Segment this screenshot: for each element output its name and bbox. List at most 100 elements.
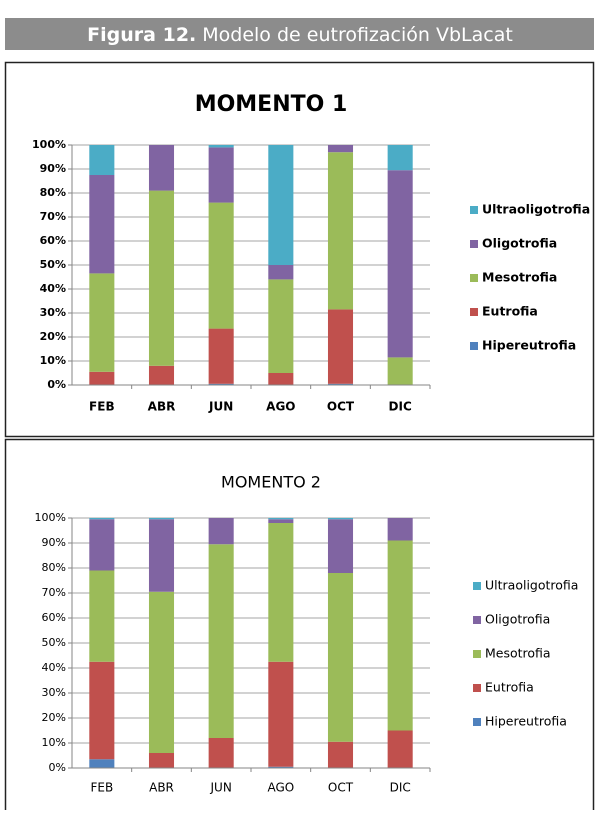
y-tick-label: 50% [42, 636, 66, 649]
bar-segment [268, 279, 294, 373]
bar-segment [268, 373, 294, 385]
bar-segment [268, 145, 294, 265]
bar-segment [327, 741, 354, 768]
x-tick-label: OCT [327, 400, 355, 414]
chart-title: MOMENTO 1 [195, 92, 348, 117]
y-tick-label: 60% [42, 611, 66, 624]
bar-segment [387, 540, 413, 731]
bar-segment [89, 371, 115, 385]
legend-label: Ultraoligotrofia [482, 202, 590, 217]
y-tick-label: 80% [42, 561, 66, 574]
legend-swatch [473, 616, 481, 624]
figure-label: Figura 12. [87, 24, 196, 46]
bar-segment [208, 383, 234, 385]
y-tick-label: 0% [47, 378, 66, 391]
header-bar [5, 18, 594, 50]
y-tick-label: 10% [42, 736, 66, 749]
x-tick-label: FEB [89, 400, 115, 414]
bar-segment [89, 518, 115, 520]
bar-segment [268, 661, 294, 767]
bar-segment [268, 523, 294, 662]
legend-swatch [470, 240, 478, 248]
x-tick-label: JUN [208, 400, 233, 414]
bar-segment [148, 519, 175, 592]
legend-label: Mesotrofia [485, 646, 551, 661]
y-tick-label: 10% [40, 354, 66, 367]
bar-segment [327, 573, 354, 742]
y-tick-label: 90% [40, 162, 66, 175]
bar-segment [148, 518, 175, 520]
bar-segment [387, 170, 413, 358]
x-tick-label: DIC [389, 400, 412, 414]
y-tick-label: 60% [40, 234, 66, 247]
bar-segment [387, 518, 413, 541]
bar-segment [148, 190, 175, 366]
legend-swatch [473, 582, 481, 590]
bar-segment [387, 357, 413, 385]
bar-segment [89, 661, 115, 760]
legend-label: Eutrofia [485, 680, 534, 695]
x-tick-label: DIC [390, 781, 411, 795]
legend-swatch [473, 650, 481, 658]
x-tick-label: AGO [266, 400, 295, 414]
y-tick-label: 80% [40, 186, 66, 199]
header: Figura 12. Modelo de eutrofización VbLaca… [87, 24, 513, 46]
bar-segment [208, 328, 234, 384]
legend-swatch [470, 308, 478, 316]
y-tick-label: 70% [42, 586, 66, 599]
bar-segment [268, 518, 294, 520]
bar-segment [387, 145, 413, 171]
y-tick-label: 30% [42, 686, 66, 699]
bar-segment [89, 145, 115, 175]
x-tick-label: FEB [90, 781, 113, 795]
legend-swatch [473, 718, 481, 726]
bar-segment [148, 145, 175, 191]
y-tick-label: 90% [42, 536, 66, 549]
figure-title: Modelo de eutrofización VbLacat [202, 24, 513, 46]
bar-segment [327, 519, 354, 573]
bar-segment [387, 730, 413, 768]
bar-segment [208, 145, 234, 148]
y-tick-label: 30% [40, 306, 66, 319]
bar-segment [148, 365, 175, 385]
legend-label: Oligotrofia [482, 236, 557, 251]
bar-segment [208, 738, 234, 768]
bar-segment [327, 383, 354, 385]
y-tick-label: 20% [42, 711, 66, 724]
y-tick-label: 0% [49, 761, 66, 774]
legend-label: Eutrofia [482, 304, 538, 319]
bar-segment [89, 273, 115, 372]
y-tick-label: 100% [32, 138, 66, 151]
legend-label: Oligotrofia [485, 612, 550, 627]
bar-segment [89, 175, 115, 274]
x-tick-label: JUN [210, 781, 232, 795]
panel [4, 61, 595, 438]
legend-swatch [470, 274, 478, 282]
bar-segment [327, 309, 354, 384]
bar-segment [327, 152, 354, 310]
bar-segment [268, 519, 294, 523]
bar-segment [327, 518, 354, 520]
y-tick-label: 50% [40, 258, 66, 271]
bar-segment [208, 202, 234, 329]
x-tick-label: ABR [149, 781, 174, 795]
y-tick-label: 40% [40, 282, 66, 295]
legend-label: Ultraoligotrofia [485, 578, 578, 593]
bar-segment [208, 544, 234, 738]
legend-label: Hipereutrofia [482, 338, 576, 353]
bar-segment [268, 265, 294, 280]
y-tick-label: 20% [40, 330, 66, 343]
chart-title: MOMENTO 2 [221, 473, 321, 492]
legend-swatch [473, 684, 481, 692]
legend-swatch [470, 342, 478, 350]
bar-segment [89, 519, 115, 571]
bar-segment [268, 766, 294, 768]
bar-segment [208, 147, 234, 203]
bar-segment [89, 759, 115, 768]
legend-label: Mesotrofia [482, 270, 557, 285]
bar-segment [148, 591, 175, 753]
legend-label: Hipereutrofia [485, 714, 567, 729]
x-tick-label: AGO [267, 781, 294, 795]
y-tick-label: 100% [35, 511, 66, 524]
